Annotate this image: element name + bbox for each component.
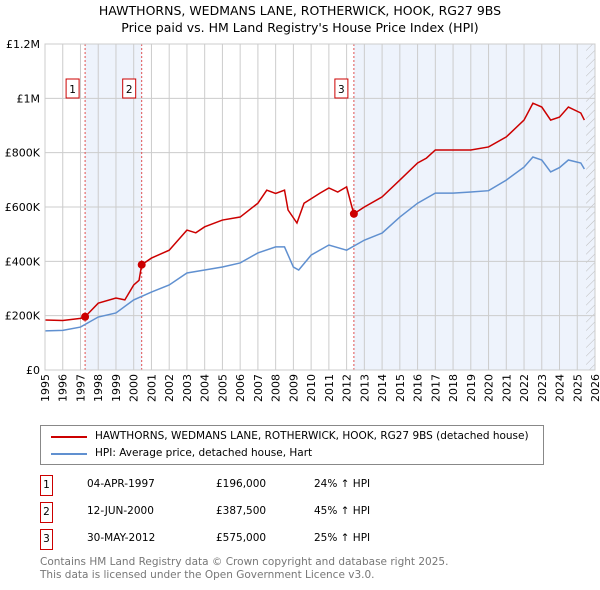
footer-line: Contains HM Land Registry data © Crown c… <box>40 556 449 568</box>
y-tick-label: £600K <box>5 201 41 214</box>
legend-item-hpi: HPI: Average price, detached house, Hart <box>51 447 312 460</box>
x-tick-label: 2008 <box>270 374 283 402</box>
x-tick-label: 2026 <box>589 374 600 402</box>
sale-row: 3 30-MAY-2012 £575,000 25% ↑ HPI <box>40 529 540 550</box>
x-tick-label: 2015 <box>394 374 407 402</box>
x-tick-label: 2014 <box>376 374 389 402</box>
x-tick-label: 2018 <box>447 374 460 402</box>
legend: HAWTHORNS, WEDMANS LANE, ROTHERWICK, HOO… <box>40 425 544 465</box>
y-tick-label: £1M <box>17 92 41 105</box>
y-tick-label: £400K <box>5 255 41 268</box>
sale-price: £575,000 <box>216 532 267 544</box>
x-tick-label: 2025 <box>571 374 584 402</box>
sale-date: 12-JUN-2000 <box>87 505 154 517</box>
sale-label-box <box>334 78 349 99</box>
property-price-line <box>44 102 586 322</box>
footer-line: This data is licensed under the Open Gov… <box>40 569 375 581</box>
sale-point <box>81 312 90 321</box>
x-tick-label: 1996 <box>57 374 70 402</box>
x-tick-label: 2000 <box>128 374 141 402</box>
y-tick-label: £200K <box>5 310 41 323</box>
legend-swatch-blue <box>51 452 87 455</box>
sale-label-box <box>65 78 80 99</box>
legend-swatch-red <box>51 435 87 438</box>
hpi-line <box>44 156 585 332</box>
x-tick-label: 2023 <box>536 374 549 402</box>
sale-label: 3 <box>338 84 345 96</box>
x-tick-label: 2007 <box>252 374 265 402</box>
x-tick-label: 2019 <box>465 374 478 402</box>
sale-number: 3 <box>40 529 53 550</box>
x-tick-label: 2017 <box>429 374 442 402</box>
sale-row: 1 04-APR-1997 £196,000 24% ↑ HPI <box>40 475 540 496</box>
x-tick-label: 2010 <box>305 374 318 402</box>
x-tick-label: 2020 <box>483 374 496 402</box>
x-tick-label: 1998 <box>92 374 105 402</box>
legend-label: HPI: Average price, detached house, Hart <box>95 447 313 459</box>
x-tick-label: 2004 <box>199 374 212 402</box>
x-tick-label: 2021 <box>500 374 513 402</box>
sale-price: £387,500 <box>216 505 267 517</box>
sale-hpi-change: 25% ↑ HPI <box>314 532 371 544</box>
sale-date: 30-MAY-2012 <box>87 532 156 544</box>
x-tick-label: 2016 <box>412 374 425 402</box>
sale-number: 1 <box>40 475 53 496</box>
x-tick-label: 2013 <box>358 374 371 402</box>
y-tick-label: £1.2M <box>6 38 40 51</box>
sale-label-box <box>122 78 137 99</box>
x-tick-label: 2011 <box>323 374 336 402</box>
sale-price: £196,000 <box>216 478 267 490</box>
price-chart: 1995 1996 1997 1998 1999 2000 2001 2002 2003 2004… <box>5 38 600 402</box>
chart-subtitle: Price paid vs. HM Land Registry's House … <box>121 20 479 35</box>
x-tick-label: 2009 <box>287 374 300 402</box>
sale-number: 2 <box>40 502 53 523</box>
x-tick-label: 2012 <box>341 374 354 402</box>
sale-hpi-change: 24% ↑ HPI <box>314 478 371 490</box>
x-tick-label: 2022 <box>518 374 531 402</box>
footer: Contains HM Land Registry data © Crown c… <box>40 556 448 582</box>
x-tick-label: 2001 <box>145 374 158 402</box>
plot-border <box>44 43 596 371</box>
y-tick-label: £800K <box>5 147 41 160</box>
chart-title: HAWTHORNS, WEDMANS LANE, ROTHERWICK, HOO… <box>98 3 502 18</box>
x-tick-label: 2006 <box>234 374 247 402</box>
legend-item-property: HAWTHORNS, WEDMANS LANE, ROTHERWICK, HOO… <box>51 430 529 443</box>
sale-point <box>349 209 358 218</box>
x-tick-label: 1999 <box>110 374 123 402</box>
y-tick-label: £0 <box>26 364 40 377</box>
sale-point <box>137 260 146 269</box>
x-tick-label: 2005 <box>216 374 229 402</box>
x-tick-label: 1997 <box>74 374 87 402</box>
sale-label: 2 <box>126 84 133 96</box>
sale-hpi-change: 45% ↑ HPI <box>314 505 371 517</box>
sale-label: 1 <box>69 84 76 96</box>
sale-row: 2 12-JUN-2000 £387,500 45% ↑ HPI <box>40 502 540 523</box>
x-tick-label: 2002 <box>163 374 176 402</box>
x-tick-label: 1995 <box>39 374 52 402</box>
x-tick-label: 2024 <box>554 374 567 402</box>
legend-label: HAWTHORNS, WEDMANS LANE, ROTHERWICK, HOO… <box>95 430 529 442</box>
sale-date: 04-APR-1997 <box>87 478 155 490</box>
x-tick-label: 2003 <box>181 374 194 402</box>
